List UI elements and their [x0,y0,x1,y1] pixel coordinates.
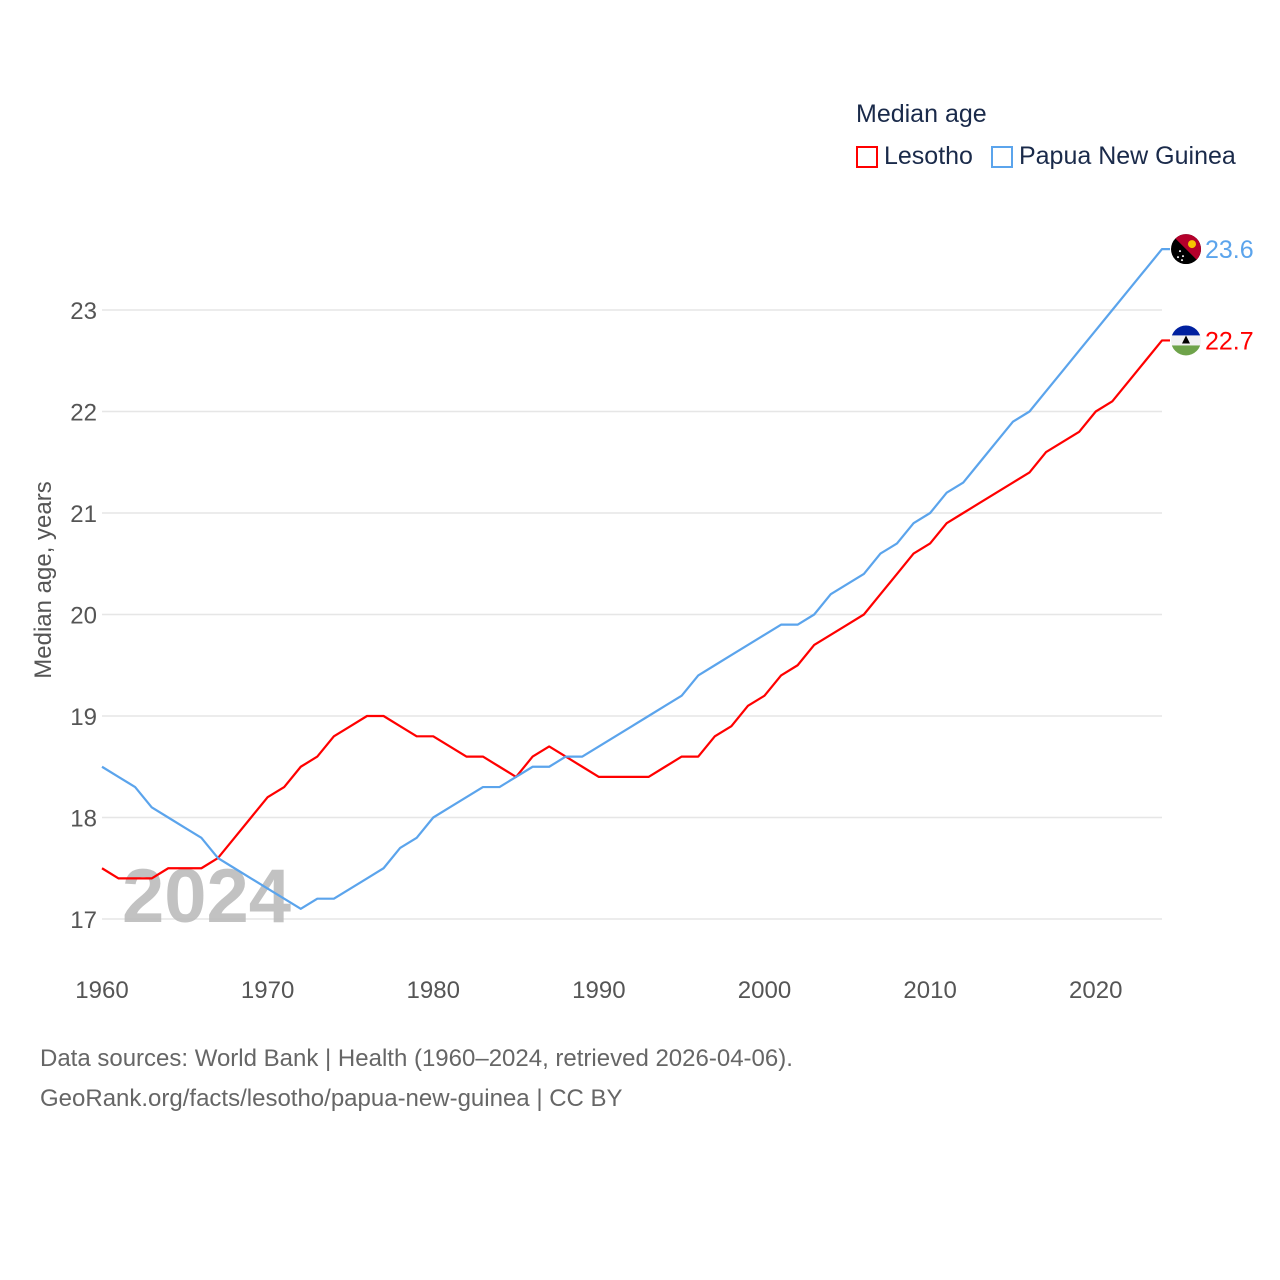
attribution-link[interactable]: GeoRank.org/facts/lesotho/papua-new-guin… [40,1085,623,1112]
y-tick-label: 17 [70,907,97,934]
y-tick-label: 18 [70,806,97,833]
legend-swatch-lesotho [856,145,878,168]
x-tick-label: 2000 [738,977,791,1004]
legend: Lesotho Papua New Guinea [856,142,1236,171]
legend-item-papua-new-guinea[interactable]: Papua New Guinea [990,142,1236,171]
x-tick-label: 2010 [903,977,956,1004]
y-tick-label: 20 [70,603,97,630]
papua-new-guinea-flag-icon [1171,234,1201,265]
series-line-lesotho[interactable] [101,339,1170,880]
y-tick-label: 23 [70,298,97,325]
series-line-papua-new-guinea[interactable] [101,248,1170,910]
y-tick-label: 22 [70,400,97,427]
legend-title: Median age [856,100,987,128]
x-tick-label: 2020 [1069,977,1122,1004]
x-tick-label: 1980 [407,977,460,1004]
end-value-label: 22.7 [1205,327,1254,355]
year-watermark: 2024 [122,854,291,939]
end-value-label: 23.6 [1205,236,1254,264]
x-tick-label: 1970 [241,977,294,1004]
lesotho-flag-icon [1171,325,1201,356]
y-tick-label: 21 [70,501,97,528]
y-tick-label: 19 [70,704,97,731]
data-source-note: Data sources: World Bank | Health (1960–… [40,1045,793,1072]
y-axis-label: Median age, years [30,481,57,678]
legend-swatch-papua-new-guinea [990,145,1013,168]
x-tick-label: 1990 [572,977,625,1004]
legend-label: Lesotho [884,142,973,170]
legend-label: Papua New Guinea [1018,142,1236,170]
legend-item-lesotho[interactable]: Lesotho [856,142,973,171]
x-tick-label: 1960 [75,977,128,1004]
